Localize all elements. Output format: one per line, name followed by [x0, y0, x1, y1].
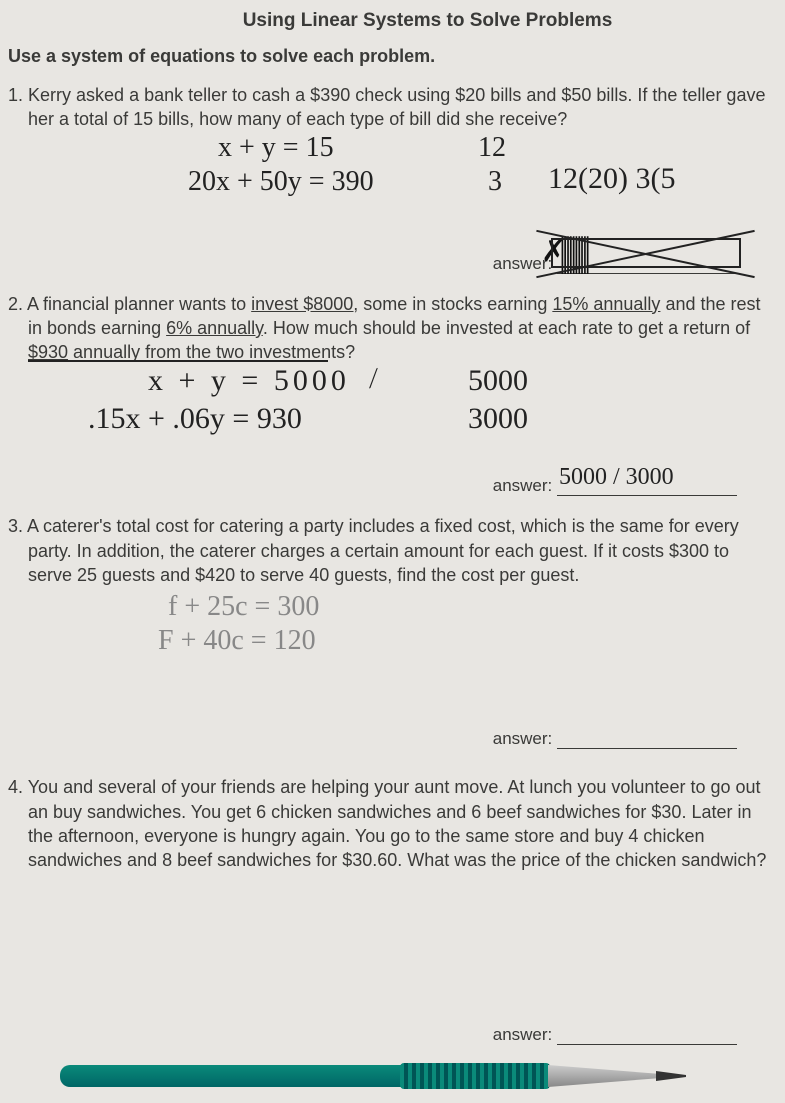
p1-v2: 3: [488, 166, 502, 198]
problem-4-text: 4. You and several of your friends are h…: [8, 775, 767, 872]
p2-eq1: x + y = 5000: [148, 364, 350, 398]
problem-1: 1. Kerry asked a bank teller to cash a $…: [8, 83, 767, 274]
problem-3-text: 3. A caterer's total cost for catering a…: [8, 514, 767, 587]
problem-4-number: 4.: [8, 777, 23, 797]
problem-3-number: 3.: [8, 516, 23, 536]
problem-3-answer-blank: [557, 727, 737, 749]
problem-1-text: 1. Kerry asked a bank teller to cash a $…: [8, 83, 767, 132]
answer-label-2: answer:: [493, 476, 553, 496]
problem-2: 2. A financial planner wants to invest $…: [8, 292, 767, 497]
problem-3-work: f + 25c = 300 F + 40c = 120: [8, 587, 767, 727]
problem-4: 4. You and several of your friends are h…: [8, 775, 767, 1044]
p1-side: 12(20) 3(5: [548, 162, 675, 196]
p2-d: 15% annually: [552, 294, 660, 314]
problem-1-answer-row: answer: ✗ ||||||||||: [8, 252, 767, 274]
page-title: Using Linear Systems to Solve Problems: [88, 10, 767, 32]
problem-2-answer-row: answer: 5000 / 3000: [8, 474, 767, 496]
p3-eq2: F + 40c = 120: [158, 625, 316, 657]
problem-3-body: A caterer's total cost for catering a pa…: [27, 516, 739, 585]
problem-2-number: 2.: [8, 294, 23, 314]
pen-point: [656, 1071, 686, 1081]
p2-f: 6% annually: [166, 318, 263, 338]
problem-4-work: [8, 873, 767, 1023]
problem-1-answer-blank: ✗ ||||||||||: [557, 252, 737, 274]
p2-c: some in stocks earning: [358, 294, 552, 314]
page-instruction: Use a system of equations to solve each …: [8, 46, 767, 67]
problem-1-work: x + y = 15 12 20x + 50y = 390 3 12(20) 3…: [8, 132, 767, 252]
answer-label-3: answer:: [493, 729, 553, 749]
p1-v1: 12: [478, 132, 506, 164]
p2-underline-mark: [28, 360, 328, 362]
p2-b: invest $8000,: [251, 294, 358, 314]
p1-eq1: x + y = 15: [218, 132, 334, 164]
p2-eq2: .15x + .06y = 930: [88, 402, 302, 436]
problem-1-number: 1.: [8, 85, 23, 105]
answer-label-4: answer:: [493, 1025, 553, 1045]
problem-2-text: 2. A financial planner wants to invest $…: [8, 292, 767, 365]
problem-4-body: You and several of your friends are help…: [28, 777, 767, 870]
scribble-box: [551, 238, 741, 268]
problem-4-answer-blank: [557, 1023, 737, 1045]
p2-g: . How much should be invested at each ra…: [263, 318, 750, 338]
p2-h: $930: [28, 342, 68, 362]
worksheet-page: Using Linear Systems to Solve Problems U…: [0, 0, 785, 1045]
pen-tip: [548, 1065, 658, 1087]
problem-4-answer-row: answer:: [8, 1023, 767, 1045]
problem-2-answer-blank: 5000 / 3000: [557, 474, 737, 496]
p2-answer-hand: 5000 / 3000: [559, 464, 674, 491]
p2-a: A financial planner wants to: [27, 294, 251, 314]
problem-2-work: x + y = 5000 5000 .15x + .06y = 930 3000…: [8, 364, 767, 474]
p3-eq1: f + 25c = 300: [168, 591, 319, 623]
p2-strike: ⟋: [362, 365, 385, 395]
p1-eq2: 20x + 50y = 390: [188, 166, 374, 198]
p2-v2: 3000: [468, 402, 528, 436]
p2-i: annually from the two investments?: [68, 342, 355, 362]
p2-v1: 5000: [468, 364, 528, 398]
pen-grip: [400, 1063, 550, 1089]
problem-3: 3. A caterer's total cost for catering a…: [8, 514, 767, 749]
pen-overlay: [60, 1055, 760, 1095]
problem-3-answer-row: answer:: [8, 727, 767, 749]
problem-1-body: Kerry asked a bank teller to cash a $390…: [28, 85, 765, 129]
